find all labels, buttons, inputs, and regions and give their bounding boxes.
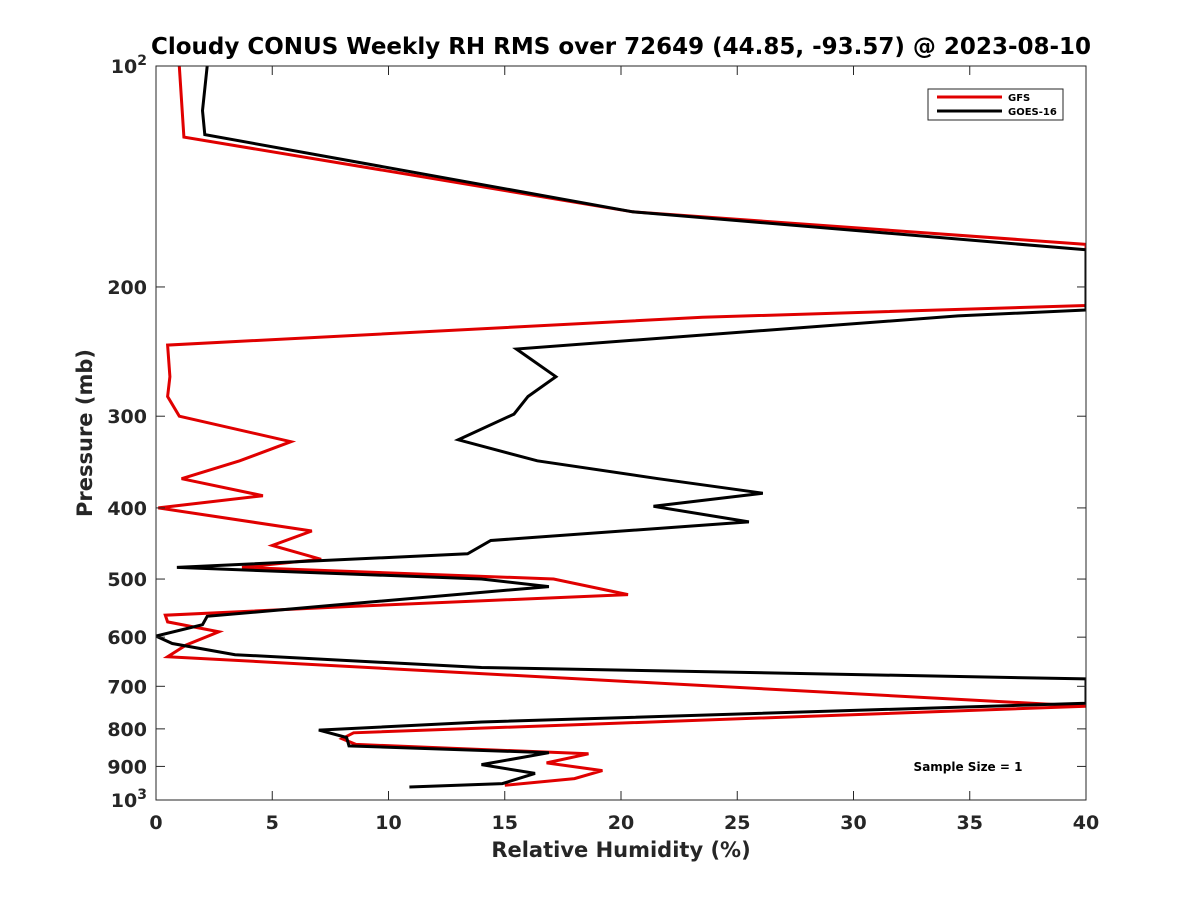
x-axis-label: Relative Humidity (%) xyxy=(491,838,750,862)
y-tick-label: 200 xyxy=(107,277,147,299)
y-tick-label: 500 xyxy=(107,569,147,591)
y-tick-label: 400 xyxy=(107,498,147,520)
x-tick-label: 35 xyxy=(957,812,983,834)
x-axis-ticks: 0 5 10 15 20 25 30 35 40 xyxy=(149,66,1099,834)
y-tick-label: 800 xyxy=(107,719,147,741)
x-tick-label: 0 xyxy=(149,812,162,834)
sample-size-annotation: Sample Size = 1 xyxy=(914,760,1023,774)
y-tick-label: 600 xyxy=(107,627,147,649)
x-tick-label: 40 xyxy=(1073,812,1099,834)
legend-label: GOES-16 xyxy=(1008,107,1057,118)
x-tick-label: 25 xyxy=(724,812,750,834)
y-axis-label: Pressure (mb) xyxy=(73,349,97,517)
plot-frame xyxy=(155,65,1087,801)
legend-label: GFS xyxy=(1008,93,1030,104)
y-tick-label: 900 xyxy=(107,756,147,778)
legend-box xyxy=(927,88,1064,121)
plot-area xyxy=(155,65,1087,801)
x-tick-label: 15 xyxy=(492,812,518,834)
x-tick-label: 30 xyxy=(840,812,866,834)
y-tick-label: 103 xyxy=(111,787,147,812)
x-tick-label: 10 xyxy=(375,812,401,834)
x-tick-label: 5 xyxy=(266,812,279,834)
x-tick-label: 20 xyxy=(608,812,634,834)
y-tick-label: 102 xyxy=(111,53,147,78)
y-tick-label: 700 xyxy=(107,676,147,698)
legend: GFS GOES-16 xyxy=(927,88,1064,121)
series-line-goes-16 xyxy=(156,66,1086,789)
chart-title: Cloudy CONUS Weekly RH RMS over 72649 (4… xyxy=(151,34,1091,60)
y-axis-ticks: 102 200 300 400 500 600 700 800 900 103 xyxy=(107,53,1086,812)
y-tick-label: 300 xyxy=(107,406,147,428)
